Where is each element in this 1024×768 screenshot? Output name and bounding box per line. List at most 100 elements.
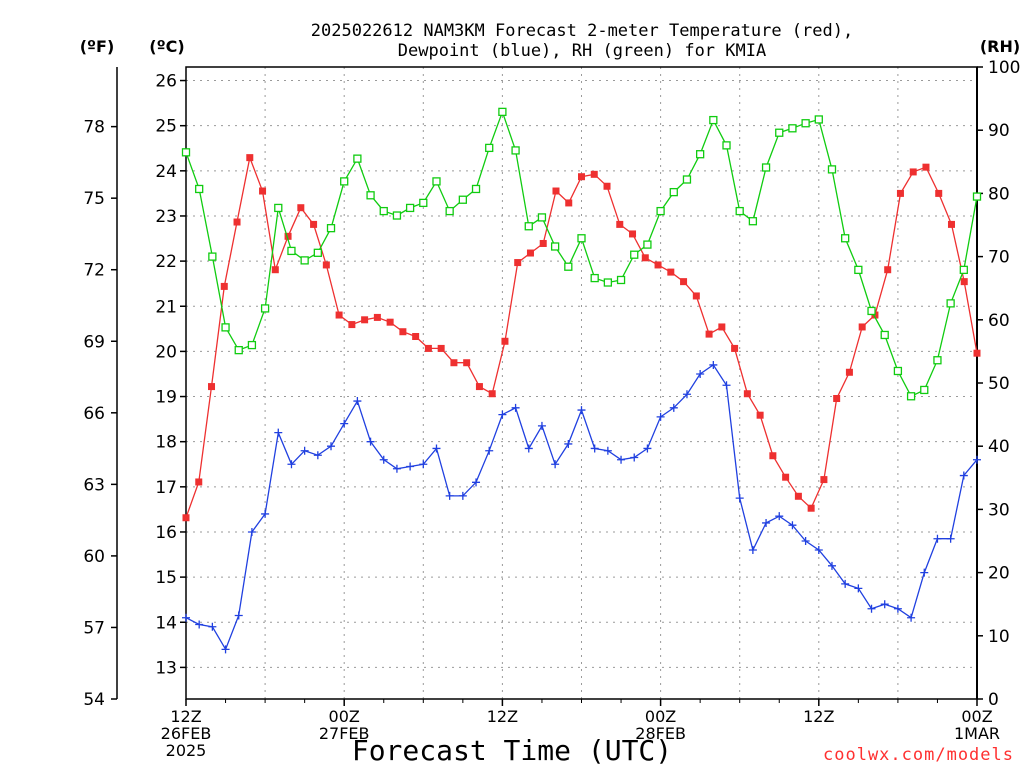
rh-point [550,242,560,251]
temperature-point [297,204,305,212]
rh-point [801,119,810,128]
dewpoint-point [445,491,454,500]
x-axis-label: Forecast Time (UTC) [352,734,672,767]
dewpoint-point [656,412,665,421]
celsius-tick-label: 25 [155,117,177,137]
temperature-point [833,395,841,403]
dewpoint-point [287,460,296,469]
rh-point [300,256,309,265]
chart-title-line-1: 2025022612 NAM3KM Forecast 2-meter Tempe… [311,21,853,41]
dewpoint-point [524,444,533,453]
dewpoint-point [537,421,546,430]
dewpoint-point [564,439,573,448]
fahrenheit-tick-label: 60 [83,547,105,567]
dewpoint-point [511,403,520,412]
temperature-point [616,220,624,228]
x-tick-label: 28FEB [635,724,686,743]
rh-point [511,146,520,155]
x-tick-label: 12Z [803,707,834,726]
dewpoint-point [959,471,968,480]
rh-point [867,306,876,316]
dewpoint-point [261,509,270,518]
temperature-point [807,504,815,512]
dewpoint-point [472,478,481,487]
rh-tick-label: 100 [988,58,1020,78]
temperature-point [884,266,892,274]
rh-point [590,273,599,283]
temperature-point [692,292,700,300]
temperature-point [539,239,547,247]
unit-label-fahrenheit: (ºF) [80,37,115,56]
rh-point [524,222,533,231]
dewpoint-point [880,600,889,609]
dewpoint-point [801,537,810,545]
temperature-point [475,383,483,391]
dewpoint-point [379,455,388,464]
temperature-point [322,261,330,269]
fahrenheit-tick-label: 78 [83,118,105,138]
temperature-point [348,321,356,329]
series-rh [181,107,982,401]
rh-point [485,143,494,153]
dewpoint-point [195,620,204,629]
rh-point [405,203,415,213]
dewpoint-point [406,462,415,471]
temperature-point [565,199,573,207]
celsius-tick-label: 26 [155,72,177,92]
rh-point [419,198,428,208]
temperature-point [463,359,471,367]
rh-point [287,246,296,256]
temperature-point [233,218,241,226]
temperature-point [195,478,203,486]
dewpoint-point [920,568,929,577]
dewpoint-point [775,512,784,521]
dewpoint-point [458,491,467,500]
dewpoint-point [340,419,349,428]
dewpoint-point [933,534,942,543]
rh-point [221,323,230,332]
dewpoint-point [973,455,981,464]
dewpoint-point [735,494,744,503]
dewpoint-point [353,397,362,406]
dewpoint-point [234,611,243,620]
rh-point [656,206,665,216]
dewpoint-point [603,446,612,455]
temperature-point [437,344,445,352]
temperature-point [743,390,751,398]
rh-point [906,392,916,401]
rh-point [643,240,652,249]
temperature-point [896,189,904,197]
dewpoint-point [946,534,955,543]
dewpoint-point [907,613,916,622]
celsius-tick-label: 21 [155,297,177,317]
temperature-point [220,282,228,290]
temperature-point [922,163,930,171]
temperature-point [361,316,369,324]
credit-text: coolwx.com/models [823,745,1014,765]
rh-point [841,234,850,243]
celsius-tick-label: 22 [155,252,177,272]
x-tick-label: 1MAR [954,724,1000,743]
rh-point [946,299,955,308]
celsius-tick-label: 24 [155,162,177,182]
dewpoint-point [827,561,836,570]
temperature-point [909,168,917,176]
temperature-point [820,476,828,484]
series-line-rh [185,109,978,398]
temperature-point [935,189,943,197]
temperature-point [182,514,190,522]
fahrenheit-tick-label: 63 [83,475,105,495]
temperature-point [578,173,585,181]
rh-point [234,345,243,355]
dewpoint-point [577,406,586,415]
temperature-point [284,232,292,240]
dewpoint-point [485,446,494,455]
dewpoint-point [313,451,322,460]
fahrenheit-tick-label: 72 [83,261,105,281]
temperature-point [629,230,637,238]
temperature-point [654,261,662,269]
temperature-point [386,318,394,326]
dewpoint-point [748,546,757,555]
celsius-tick-label: 15 [155,568,177,588]
temperature-point [450,359,458,367]
